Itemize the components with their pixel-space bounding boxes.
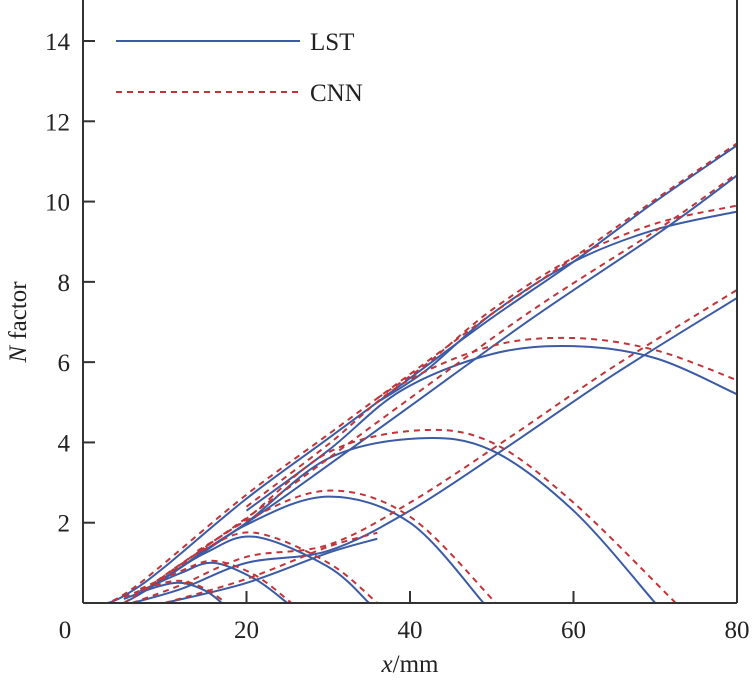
y-tick-label: 4: [58, 430, 71, 457]
x-axis-label: x/mm: [381, 651, 440, 678]
y-tick-label: 14: [45, 29, 71, 56]
y-axis-label: N factor: [5, 281, 32, 364]
x-tick-label: 40: [398, 617, 423, 644]
lst-curve: [156, 535, 370, 603]
x-tick-label: 80: [725, 617, 750, 644]
cnn-curve: [156, 531, 378, 603]
x-label-var: x: [381, 651, 393, 678]
legend-label-lst: LST: [310, 29, 354, 56]
cnn-curve: [91, 142, 737, 603]
lst-curve: [245, 344, 737, 512]
cnn-curve: [172, 489, 497, 603]
lst-curve: [172, 495, 485, 603]
x-tick-label: 60: [561, 617, 586, 644]
cnn-curve: [123, 172, 737, 603]
cnn-curve: [245, 336, 737, 508]
series-cnn: [91, 142, 737, 603]
cnn-curve: [131, 289, 737, 603]
y-tick-label: 10: [45, 190, 70, 217]
x-tick-label: 20: [234, 617, 259, 644]
y-tick-label: 12: [45, 109, 70, 136]
cnn-curve: [196, 428, 677, 603]
y-tick-label: 8: [58, 270, 71, 297]
legend-label-cnn: CNN: [310, 80, 363, 107]
y-label-var: N: [5, 345, 32, 364]
cnn-curve: [164, 531, 378, 603]
lst-curve: [131, 297, 737, 603]
lst-curve: [139, 561, 288, 603]
cnn-curve: [123, 579, 227, 603]
lst-curve: [376, 210, 737, 404]
legend: LST CNN: [116, 29, 363, 107]
cnn-curve: [139, 559, 293, 603]
lst-curve: [164, 537, 378, 603]
lst-curve: [83, 144, 737, 603]
x-tick-label: 0: [59, 617, 72, 644]
y-label-text: factor: [5, 281, 32, 346]
cnn-curve: [376, 204, 737, 400]
curves-layer: [83, 142, 737, 603]
ticks-layer: 0 20 40 60 80 2 4 6 8 10 12 14: [45, 29, 750, 644]
lst-curve: [123, 581, 223, 603]
series-lst: [83, 144, 737, 603]
y-tick-label: 2: [58, 511, 71, 538]
lst-curve: [196, 437, 656, 603]
x-label-unit: /mm: [393, 651, 439, 678]
y-tick-label: 6: [58, 350, 71, 377]
